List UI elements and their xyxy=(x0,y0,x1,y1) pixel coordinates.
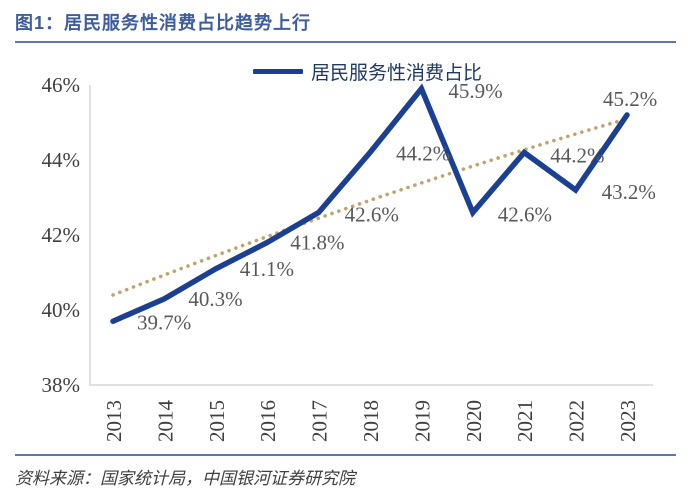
y-tick-label: 40% xyxy=(42,298,81,322)
series-line xyxy=(110,83,630,324)
data-point-label: 45.9% xyxy=(448,79,502,103)
axis-frame xyxy=(89,85,653,386)
data-point-label: 42.6% xyxy=(498,203,552,227)
axis-lines xyxy=(89,85,653,386)
header-divider xyxy=(15,41,676,43)
x-tick-label: 2014 xyxy=(153,400,177,443)
x-tick-label: 2016 xyxy=(256,400,280,442)
dotted-trend-path xyxy=(111,116,629,297)
data-point-label: 43.2% xyxy=(602,180,656,204)
y-tick-label: 46% xyxy=(42,73,81,97)
y-tick-label: 42% xyxy=(42,223,81,247)
y-tick-label: 44% xyxy=(42,148,81,172)
chart-legend: 居民服务性消费占比 xyxy=(253,58,482,85)
x-tick-label: 2021 xyxy=(513,400,537,442)
data-point-labels: 39.7%40.3%41.1%41.8%42.6%44.2%45.9%42.6%… xyxy=(137,79,657,335)
service-consumption-share-line-chart: 38% 40% 42% 44% 46% 2013 2014 2015 2016 2017 2018… xyxy=(42,73,658,443)
data-point-label: 39.7% xyxy=(137,310,191,334)
trend-line xyxy=(111,116,629,297)
x-tick-label: 2023 xyxy=(616,400,640,442)
x-tick-label: 2022 xyxy=(565,400,589,442)
x-tick-label: 2018 xyxy=(359,400,383,442)
data-point-label: 41.8% xyxy=(290,231,344,255)
y-axis-labels: 38% 40% 42% 44% 46% xyxy=(42,73,81,397)
data-point-label: 42.6% xyxy=(345,203,399,227)
legend-line-swatch xyxy=(253,69,303,74)
source-note: 资料来源：国家统计局，中国银河证券研究院 xyxy=(15,469,355,488)
data-point-label: 45.2% xyxy=(603,87,657,111)
legend-label: 居民服务性消费占比 xyxy=(311,63,483,84)
figure-title: 图1：居民服务性消费占比趋势上行 xyxy=(15,13,312,33)
footer-divider xyxy=(15,454,676,456)
data-point-label: 41.1% xyxy=(240,257,294,281)
data-point-label: 44.2% xyxy=(396,142,450,166)
data-point-label: 40.3% xyxy=(188,287,242,311)
data-point-label: 44.2% xyxy=(550,144,604,168)
x-tick-label: 2013 xyxy=(102,400,126,442)
x-tick-label: 2015 xyxy=(205,400,229,442)
y-tick-label: 38% xyxy=(42,373,81,397)
x-tick-label: 2019 xyxy=(410,400,434,442)
x-axis-labels: 2013 2014 2015 2016 2017 2018 2019 2020 2021 2022… xyxy=(102,400,640,443)
x-tick-label: 2020 xyxy=(462,400,486,442)
x-tick-label: 2017 xyxy=(308,400,332,442)
series-polyline xyxy=(110,83,630,324)
